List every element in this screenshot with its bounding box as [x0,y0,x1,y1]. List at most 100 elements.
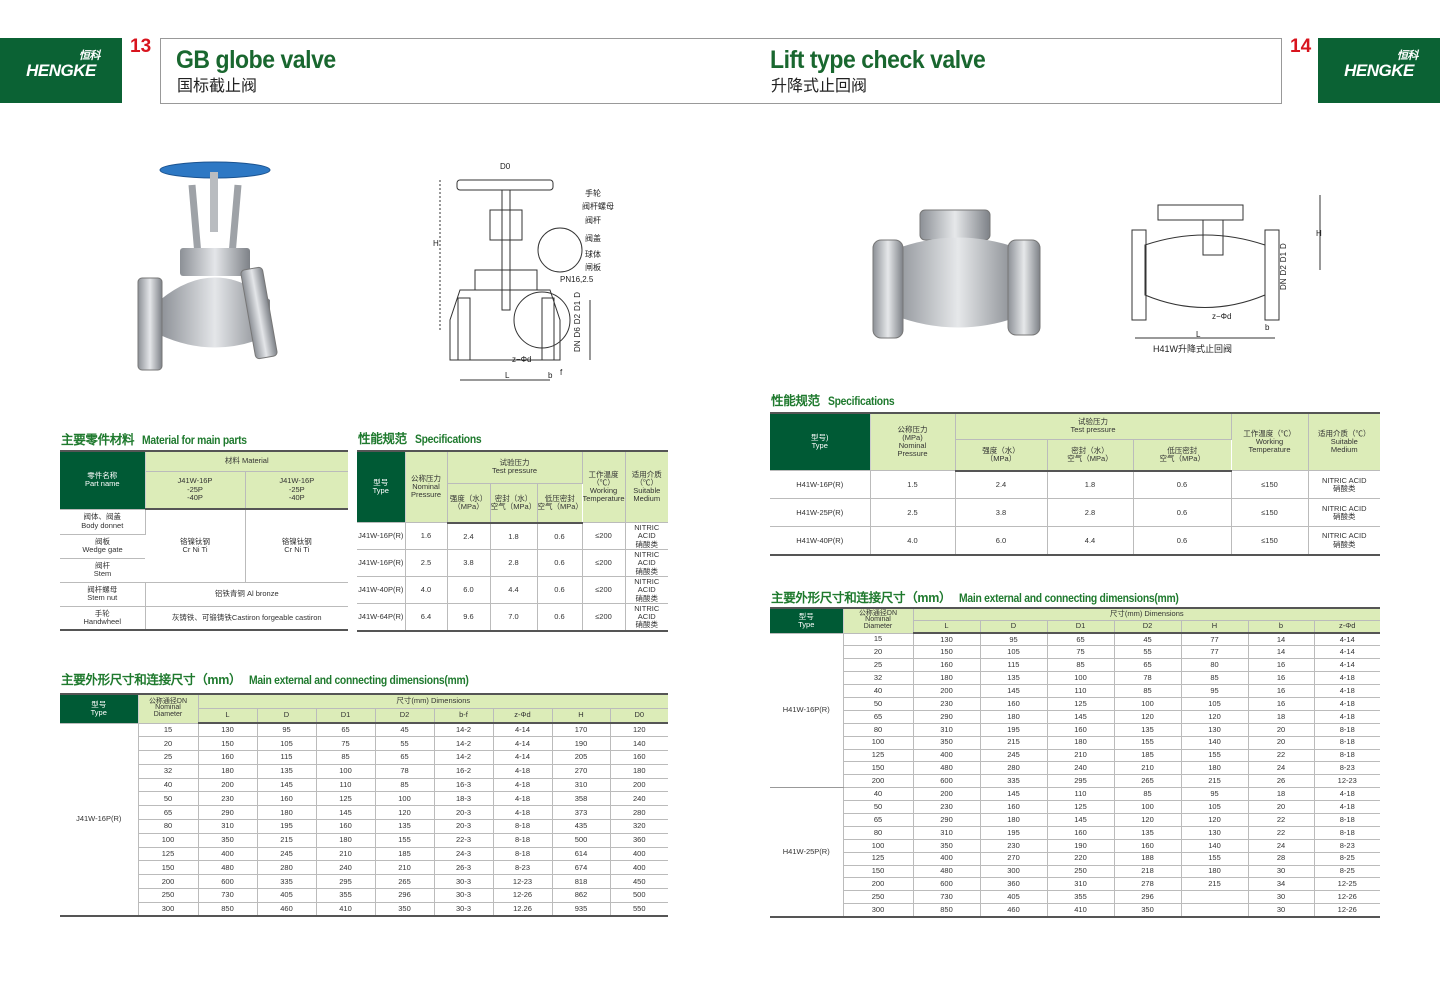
dimension-cell: 8-18 [1314,749,1380,763]
dimension-cell: 245 [257,847,317,862]
dimensions-table-left: 型号 Type 公称通径DN Nominal Diameter 尺寸(mm) Dim… [60,693,669,918]
header-dimension-column: H [552,708,611,724]
dimension-cell: 120 [1181,710,1249,724]
header-dimension-column: b-f [434,708,494,724]
header-dimensions: 尺寸(mm) Dimensions [198,694,669,709]
header-dimension-column: H [1181,620,1249,634]
dimension-cell: 15 [843,633,914,647]
dimension-cell: 210 [1047,749,1115,763]
spec-cell: ≤200 [582,522,626,551]
spec-cell: ≤200 [582,549,626,578]
dimension-cell: 8-23 [1314,761,1380,776]
dimension-cell: 4-14 [493,750,553,765]
dimension-cell: 215 [1181,877,1249,892]
dimension-cell: 100 [1114,800,1182,814]
dimension-cell: 818 [552,874,611,890]
spec-cell: 4.0 [405,576,448,605]
dimension-cell: 95 [257,723,317,738]
dimension-cell: 12-26 [1314,890,1380,905]
materials-table: 零件名称 Part name 材料 Material J41W-16P -25P … [60,450,349,631]
dimension-cell: 290 [913,710,981,724]
dimension-cell: 125 [316,791,376,807]
dimension-cell: 200 [843,877,914,892]
spec-row: J41W-64P(R) 6.4 9.6 7.0 0.6 ≤200 NITRIC ACID 硝… [357,603,668,632]
label-pn: PN16,2.5 [560,275,594,284]
dimension-row: 150 480 280 240 210 26-3 8-23 674 400 [60,860,669,876]
dimension-cell: 410 [1047,903,1115,918]
dimension-row: H41W-16P(R) 15 130 95 65 45 77 14 4-14 [770,633,1380,789]
drawing-caption: H41W升降式止回阀 [1153,344,1233,354]
dimension-cell: 8-18 [493,833,553,848]
header-working-temperature: 工作温度 （℃） Working Temperature [582,451,626,524]
dimension-row: 65 290 180 145 120 120 22 8-18 [770,813,1380,827]
spec-cell: J41W-40P(R) [357,576,406,605]
dimension-row: 250 730 405 355 296 30 12-26 [770,890,1380,905]
dimension-cell: 105 [980,645,1048,660]
dimension-cell: 180 [980,710,1048,724]
dimension-cell: 150 [138,860,199,876]
dimension-cell: 85 [1047,658,1115,673]
dimension-cell: 300 [980,865,1048,879]
dimension-cell: 20 [843,645,914,660]
specs-table-left: 型号 Type 公称压力 Nominal Pressure 试验压力 Test pr… [357,450,668,632]
dimension-row: 250 730 405 355 296 30-3 12-26 862 500 [60,888,669,903]
dimension-cell: 110 [316,778,376,793]
drawing-dim-labels-right: DN D2 D1 D [1279,243,1288,290]
dimension-cell: 4-18 [493,805,553,821]
dimension-cell: 16 [1248,658,1315,673]
dimension-cell: 4-14 [1314,633,1380,647]
dimension-cell: 32 [843,671,914,686]
brand-logo-left: HENGKE 恒科 [0,38,122,103]
dimension-cell: 200 [138,874,199,890]
dimension-cell: 8-18 [1314,723,1380,737]
dimension-row: 80 310 195 160 135 130 22 8-18 [770,826,1380,840]
spec-cell: 2.4 [447,522,491,551]
dimension-cell: 22-3 [434,833,494,848]
section-heading-specs-left: 性能规范 Specifications [358,432,482,446]
spec-cell: NITRIC ACID 硝酸类 [625,522,668,551]
dimension-cell: 170 [552,723,611,738]
spec-cell: ≤200 [582,603,626,632]
dimension-cell: 95 [1181,787,1249,802]
dimension-cell: 188 [1114,852,1182,866]
spec-cell: 1.5 [870,470,956,500]
label-disc: 闸板 [585,263,601,272]
dimension-cell: 350 [198,833,258,848]
dimension-cell: 310 [913,826,981,840]
dimension-row: 32 180 135 100 78 16-2 4-18 270 180 [60,764,669,779]
dimension-cell: 24-3 [434,847,494,862]
dimension-cell: 85 [316,750,376,765]
dimension-cell: 135 [980,671,1048,686]
part-name: 阀杆 Stem [60,558,145,583]
label-handwheel: 手轮 [585,189,601,198]
dimension-row: 50 230 160 125 100 18-3 4-18 358 240 [60,791,669,807]
header-type: 型号) Type [770,413,871,472]
spec-cell: NITRIC ACID 硝酸类 [625,603,668,632]
dimension-cell: 120 [1114,813,1182,827]
header-dimension-column: z-Φd [1314,620,1380,634]
dimension-cell: 160 [1047,723,1115,737]
spec-cell: 1.8 [1047,470,1134,500]
dimension-cell: 14-2 [434,723,494,738]
section-heading-materials: 主要零件材料 Material for main parts [61,433,248,447]
label-b-right: b [1265,323,1270,332]
dimension-cell: 500 [552,833,611,848]
header-low-pressure-seal: 低压密封 空气（MPa） [537,483,582,524]
dimension-cell: 30-3 [434,902,494,917]
dimension-cell: 4-18 [493,778,553,793]
dimension-cell: 120 [1114,710,1182,724]
material-value: 铬镍钛钢 Cr Ni Ti [145,509,246,583]
dimension-cell: 190 [1047,839,1115,853]
dimension-cell: 65 [1114,658,1182,673]
dimension-cell: 296 [375,888,435,903]
spec-cell: 0.6 [537,603,583,632]
dimension-cell: 100 [1114,697,1182,711]
spec-cell: 7.0 [490,603,538,632]
dimension-cell: 360 [610,833,669,848]
dimension-cell: 125 [843,852,914,866]
dimension-cell: 100 [843,839,914,853]
dimension-cell: 400 [198,847,258,862]
dimension-cell: 65 [138,805,199,821]
dimensions-table-right: 型号 Type 公称通径DN Nominal Diameter 尺寸(mm) Dim… [770,607,1380,918]
spec-cell: 6.0 [447,576,491,605]
